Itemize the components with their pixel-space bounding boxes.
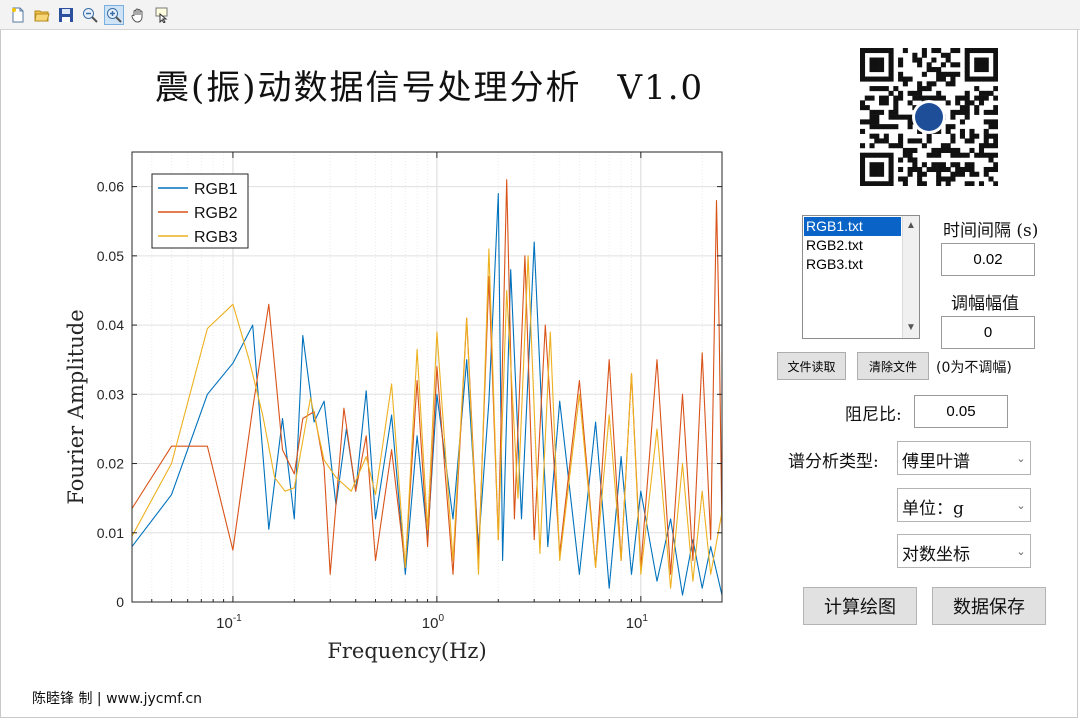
figure-toolbar <box>0 0 1080 30</box>
series-line-rgb3 <box>131 248 723 589</box>
file-list-item[interactable]: RGB1.txt <box>804 217 901 236</box>
chevron-down-icon: ⌄ <box>1016 451 1026 465</box>
chevron-down-icon: ⌄ <box>1016 544 1026 558</box>
damping-label: 阻尼比: <box>845 405 902 425</box>
spectrum-type-value: 傅里叶谱 <box>902 452 970 472</box>
amp-label: 调幅幅值 <box>951 294 1019 314</box>
y-tick-label: 0.03 <box>97 386 124 402</box>
unit-value: 单位：g <box>902 499 964 519</box>
spectrum-type-select[interactable]: 傅里叶谱 ⌄ <box>897 441 1031 475</box>
legend-label: RGB2 <box>194 205 238 222</box>
file-list-item[interactable]: RGB3.txt <box>806 256 863 272</box>
y-tick-label: 0.05 <box>97 248 124 264</box>
x-tick-label: 100 <box>422 613 445 632</box>
compute-plot-button[interactable]: 计算绘图 <box>803 587 917 625</box>
scroll-up-icon[interactable]: ▲ <box>906 220 916 231</box>
open-folder-icon[interactable] <box>32 5 52 25</box>
y-axis-label: Fourier Amplitude <box>64 309 88 504</box>
pan-hand-icon[interactable] <box>128 5 148 25</box>
chevron-down-icon: ⌄ <box>1016 498 1026 512</box>
y-tick-label: 0 <box>116 594 124 610</box>
listbox-scrollbar[interactable]: ▲ ▼ <box>902 216 919 338</box>
y-tick-label: 0.06 <box>97 179 124 195</box>
y-tick-label: 0.04 <box>97 317 124 333</box>
damping-input[interactable]: 0.05 <box>914 395 1008 428</box>
legend-label: RGB3 <box>194 229 238 246</box>
x-tick-label: 10-1 <box>216 613 242 632</box>
clear-file-button[interactable]: 清除文件 <box>857 352 929 380</box>
unit-select[interactable]: 单位：g ⌄ <box>897 488 1031 522</box>
axis-scale-select[interactable]: 对数坐标 ⌄ <box>897 534 1031 568</box>
y-tick-label: 0.01 <box>97 525 124 541</box>
file-listbox[interactable]: RGB1.txt RGB2.txt RGB3.txt ▲ ▼ <box>802 215 920 339</box>
app-title: 震(振)动数据信号处理分析 V1.0 <box>155 68 705 108</box>
y-tick-label: 0.02 <box>97 456 124 472</box>
interval-label: 时间间隔 (s) <box>943 221 1039 241</box>
spectrum-type-label: 谱分析类型: <box>788 452 879 472</box>
file-list-item[interactable]: RGB2.txt <box>806 237 863 253</box>
save-data-button[interactable]: 数据保存 <box>932 587 1046 625</box>
x-axis-label: Frequency(Hz) <box>327 639 486 663</box>
zoom-in-icon[interactable] <box>104 4 124 25</box>
axes-box <box>131 151 723 603</box>
x-tick-label: 101 <box>626 613 649 632</box>
read-file-button[interactable]: 文件读取 <box>777 352 846 380</box>
zoom-out-icon[interactable] <box>80 5 100 25</box>
fourier-spectrum-chart: 0 0.01 0.02 0.03 0.04 0.05 0.06 10-1 100 101 Frequ… <box>64 151 723 663</box>
interval-input[interactable]: 0.02 <box>941 243 1035 276</box>
save-icon[interactable] <box>56 5 76 25</box>
axis-scale-value: 对数坐标 <box>902 545 970 565</box>
amp-input[interactable]: 0 <box>941 316 1035 349</box>
legend-label: RGB1 <box>194 181 238 198</box>
new-file-icon[interactable] <box>8 5 28 25</box>
amp-note: (0为不调幅) <box>936 360 1012 376</box>
footer-credit: 陈睦锋 制 | www.jycmf.cn <box>32 691 203 707</box>
scroll-down-icon[interactable]: ▼ <box>906 322 916 333</box>
qr-code-icon <box>860 48 998 186</box>
data-cursor-icon[interactable] <box>152 5 172 25</box>
